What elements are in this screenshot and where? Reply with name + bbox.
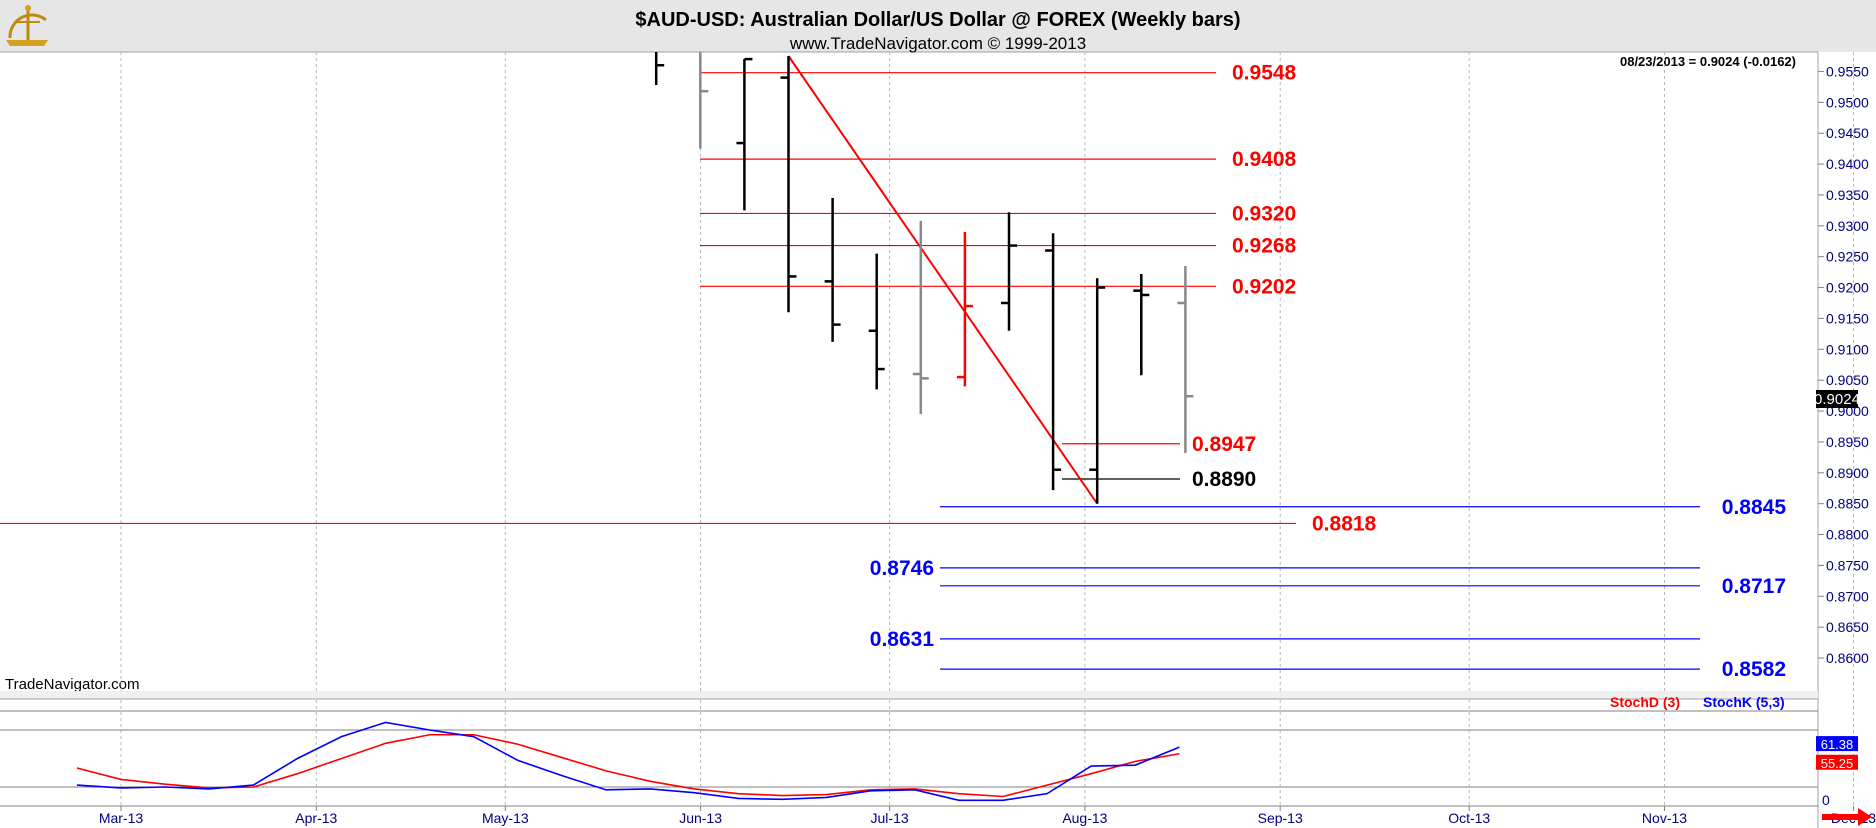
stochk-line xyxy=(76,721,1180,802)
y-tick-label: 0.9350 xyxy=(1826,187,1869,203)
ohlc-bar xyxy=(1045,233,1062,491)
x-tick-label: Sep-13 xyxy=(1258,810,1303,826)
y-tick-label: 0.9500 xyxy=(1826,94,1869,110)
level-label: 0.8631 xyxy=(870,628,935,651)
watermark-text: TradeNavigator.com xyxy=(5,676,140,693)
sextant-logo-icon xyxy=(6,5,48,46)
level-label: 0.8947 xyxy=(1192,433,1256,456)
last-price-tag xyxy=(1816,390,1858,408)
level-label: 0.8818 xyxy=(1312,512,1377,535)
legend-stochk: StochK (5,3) xyxy=(1703,694,1785,710)
ohlc-bar xyxy=(956,231,973,387)
y-tick-label: 0.9250 xyxy=(1826,249,1869,265)
y-tick-label: 0.9450 xyxy=(1826,125,1869,141)
price-axis: 0.9550 0.9500 0.9450 0.9400 0.9350 0.9300 0.92… xyxy=(1818,63,1869,666)
legend-stochd: StochD (3) xyxy=(1610,694,1680,710)
y-tick-label: 0.9050 xyxy=(1826,372,1869,388)
level-label: 0.9202 xyxy=(1232,275,1296,298)
y-tick-label: 0.8850 xyxy=(1826,496,1869,512)
y-tick-label: 0.8800 xyxy=(1826,527,1869,543)
y-tick-label: 0.9550 xyxy=(1826,63,1869,79)
x-tick-label: Mar-13 xyxy=(99,810,144,826)
level-label: 0.9548 xyxy=(1232,62,1297,85)
ohlc-bar xyxy=(1001,212,1017,331)
date-axis: Mar-13 Apr-13 May-13 Jun-13 Jul-13 Aug-13 Sep-… xyxy=(99,806,1876,826)
y-tick-label: 0.9200 xyxy=(1826,280,1869,296)
last-price-label: 0.9024 xyxy=(1814,391,1860,408)
level-label: 0.9268 xyxy=(1232,235,1297,258)
chart-subtitle: www.TradeNavigator.com © 1999-2013 xyxy=(789,34,1086,53)
ohlc-bar xyxy=(824,198,841,342)
ohlc-bar xyxy=(912,220,929,415)
x-tick-label: Nov-13 xyxy=(1642,810,1687,826)
ohlc-bar xyxy=(780,56,797,313)
stoch-value-label: 61.38 xyxy=(1821,737,1854,752)
x-tick-label: May-13 xyxy=(482,810,529,826)
x-tick-label: Oct-13 xyxy=(1448,810,1490,826)
ohlc-bar xyxy=(1133,273,1150,376)
last-quote-label: 08/23/2013 = 0.9024 (-0.0162) xyxy=(1620,54,1796,69)
level-label: 0.8890 xyxy=(1192,468,1256,491)
support-resistance-levels: 0.9548 0.9408 0.9320 0.9268 0.9202 0.8947 0.88… xyxy=(0,62,1786,681)
chart-title: $AUD-USD: Australian Dollar/US Dollar @ … xyxy=(635,9,1240,31)
level-label: 0.8845 xyxy=(1722,496,1787,519)
level-label: 0.8717 xyxy=(1722,575,1786,598)
y-tick-label: 0.8900 xyxy=(1826,465,1869,481)
y-tick-label: 0.8600 xyxy=(1826,650,1869,666)
level-label: 0.8746 xyxy=(870,557,934,580)
y-tick-label: 0.9150 xyxy=(1826,310,1869,326)
ohlc-bar xyxy=(1177,265,1194,454)
trendline xyxy=(787,55,1099,505)
y-tick-label: 0.8650 xyxy=(1826,619,1869,635)
y-tick-label: 0.9400 xyxy=(1826,156,1869,172)
downtrend-line xyxy=(787,55,1099,505)
y-tick-label: 0.8950 xyxy=(1826,434,1869,450)
stoch-y-tick-label: 0 xyxy=(1822,792,1830,808)
ohlc-bar xyxy=(654,52,665,86)
stochastic-pane: 0 61.38 55.25 xyxy=(0,721,1858,808)
stoch-value-tag xyxy=(1816,754,1858,770)
y-tick-label: 0.8700 xyxy=(1826,588,1869,604)
ohlc-bar xyxy=(736,57,753,211)
pane-separator xyxy=(0,691,1818,699)
ohlc-bars xyxy=(654,52,1194,504)
title-bar xyxy=(0,0,1876,52)
x-tick-label: Aug-13 xyxy=(1062,810,1107,826)
level-label: 0.8582 xyxy=(1722,658,1786,681)
stoch-value-tag xyxy=(1816,736,1858,752)
ohlc-bar xyxy=(699,52,709,149)
x-tick-label: Jul-13 xyxy=(871,810,909,826)
level-label: 0.9320 xyxy=(1232,202,1296,225)
ohlc-bar xyxy=(1089,278,1106,504)
y-tick-label: 0.9100 xyxy=(1826,341,1869,357)
y-tick-label: 0.8750 xyxy=(1826,557,1869,573)
scroll-right-arrow-icon[interactable] xyxy=(1822,808,1872,826)
stoch-value-label: 55.25 xyxy=(1821,756,1854,771)
x-tick-label: Jun-13 xyxy=(679,810,722,826)
stochd-line xyxy=(76,733,1180,798)
level-label: 0.9408 xyxy=(1232,148,1297,171)
x-tick-label: Apr-13 xyxy=(295,810,337,826)
ohlc-bar xyxy=(868,253,885,390)
y-tick-label: 0.9300 xyxy=(1826,218,1869,234)
